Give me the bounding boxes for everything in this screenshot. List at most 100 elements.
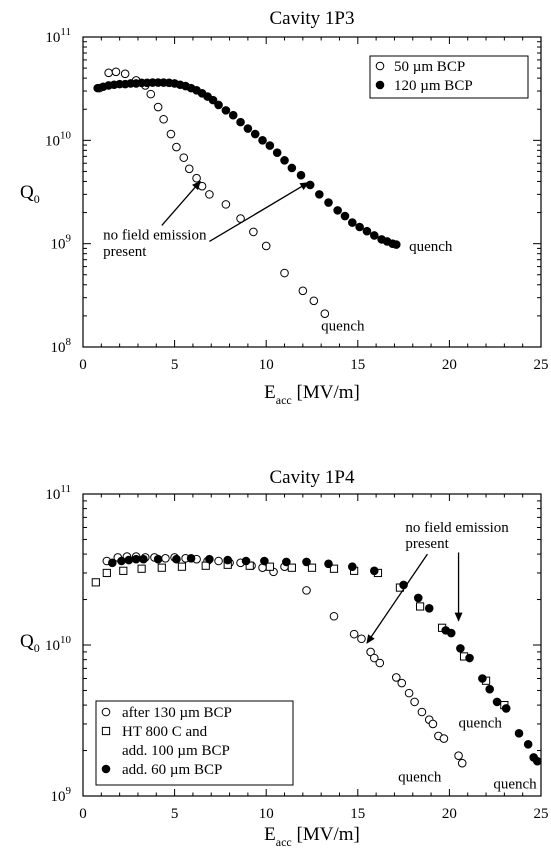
data-point-series-0 <box>159 114 168 124</box>
legend-label: add. 60 µm BCP <box>122 762 222 778</box>
data-point-series-2 <box>478 674 487 683</box>
legend-label: after 130 µm BCP <box>122 705 232 721</box>
data-point-series-1 <box>315 190 324 199</box>
x-tick-label: 15 <box>350 357 365 373</box>
data-point-series-1 <box>265 141 275 150</box>
data-point-series-0 <box>349 629 359 639</box>
data-point-series-1 <box>91 578 100 587</box>
data-point-series-2 <box>108 558 117 568</box>
annotation-label: no field emission <box>103 227 207 243</box>
data-point-series-2 <box>302 557 311 567</box>
data-point-series-0 <box>184 164 194 174</box>
data-point-series-2 <box>186 554 196 563</box>
plot-frame <box>82 36 542 348</box>
data-point-series-0 <box>172 142 181 152</box>
data-point-series-0 <box>104 68 113 78</box>
data-point-series-1 <box>296 170 306 180</box>
data-point-series-1 <box>272 148 282 157</box>
legend-items: 50 µm BCP 120 µm BCP <box>375 59 473 94</box>
data-point-series-2 <box>260 556 269 566</box>
x-tick-label: 25 <box>534 806 549 822</box>
data-point-series-2 <box>456 644 465 653</box>
x-tick-label: 20 <box>442 806 457 822</box>
data-point-series-0 <box>404 688 414 698</box>
data-point-series-0 <box>320 309 330 319</box>
data-point-series-1 <box>348 218 357 227</box>
data-point-series-1 <box>201 561 210 570</box>
legend-items: after 130 µm BCP HT 800 C and add. 100 µm … <box>101 705 232 778</box>
data-point-series-0 <box>261 241 271 251</box>
data-point-series-2 <box>523 739 533 749</box>
data-point-series-2 <box>139 554 148 564</box>
data-point-series-1 <box>362 226 372 236</box>
y-axis-label: Q0 <box>20 631 40 655</box>
data-point-series-2 <box>446 628 456 638</box>
legend-label: add. 100 µm BCP <box>122 743 230 759</box>
data-point-series-1 <box>333 206 342 215</box>
data-point-series-0 <box>309 296 319 306</box>
annotation-label: quench <box>321 318 365 334</box>
data-point-series-2 <box>348 562 357 572</box>
x-axis-ticks: 0 5 10 15 20 25 <box>79 37 549 373</box>
data-point-series-1 <box>243 124 253 133</box>
data-point-series-2 <box>369 566 379 576</box>
y-tick-label: 1010 <box>45 129 72 149</box>
annotation-label: quench <box>398 769 442 785</box>
x-tick-label: 15 <box>350 806 365 822</box>
data-point-series-1 <box>119 566 128 575</box>
data-point-series-2 <box>282 557 291 567</box>
data-point-series-0 <box>161 554 170 563</box>
x-tick-label: 10 <box>259 357 274 373</box>
data-point-series-0 <box>439 734 449 743</box>
data-point-series-2 <box>117 556 126 566</box>
data-point-series-2 <box>413 593 423 603</box>
data-point-series-1 <box>228 110 238 120</box>
x-axis-label: Eacc [MV/m] <box>264 382 360 407</box>
annotation-label: present <box>103 244 147 260</box>
data-point-series-0 <box>153 102 163 112</box>
x-axis-ticks: 0 5 10 15 20 25 <box>79 494 549 822</box>
data-point-series-0 <box>249 227 258 237</box>
x-tick-label: 10 <box>259 806 274 822</box>
x-tick-label: 5 <box>171 357 179 373</box>
data-point-series-1 <box>415 602 425 611</box>
data-point-series-2 <box>124 555 134 565</box>
data-point-series-1 <box>307 563 317 572</box>
data-point-series-2 <box>533 756 542 766</box>
chart-title: Cavity 1P4 <box>270 467 355 488</box>
data-point-series-1 <box>157 563 166 572</box>
y-tick-label: 109 <box>51 785 72 805</box>
data-point-series-0 <box>214 556 223 566</box>
data-point-series-0 <box>302 586 311 595</box>
data-point-series-0 <box>428 719 438 729</box>
data-point-series-2 <box>485 684 495 694</box>
data-point-series-1 <box>214 100 223 110</box>
data-point-series-0 <box>166 129 176 139</box>
x-tick-label: 0 <box>79 806 87 822</box>
data-point-series-1 <box>329 564 339 573</box>
legend-label: 120 µm BCP <box>394 78 473 94</box>
data-point-series-1 <box>369 231 379 240</box>
data-point-series-0 <box>454 751 463 760</box>
annotation-arrow <box>366 553 428 644</box>
legend: 50 µm BCP 120 µm BCP <box>369 55 529 99</box>
data-point-series-2 <box>424 604 434 613</box>
legend-marker <box>375 80 385 90</box>
data-point-series-2 <box>324 559 333 569</box>
legend-marker <box>375 61 385 71</box>
annotation-label: quench <box>493 777 537 793</box>
data-point-series-1 <box>258 136 267 145</box>
data-point-series-1 <box>391 240 401 249</box>
y-tick-label: 108 <box>51 336 72 356</box>
data-point-series-2 <box>205 554 214 564</box>
data-point-series-0 <box>357 634 366 644</box>
data-point-series-1 <box>221 106 231 115</box>
legend-marker <box>101 726 111 736</box>
legend: after 130 µm BCP HT 800 C and add. 100 µm … <box>95 700 294 786</box>
data-point-series-0 <box>366 647 375 657</box>
data-point-series-0 <box>280 268 289 278</box>
annotation-arrow <box>161 180 201 226</box>
data-point-series-1 <box>137 564 146 573</box>
data-point-series-2 <box>514 729 524 738</box>
